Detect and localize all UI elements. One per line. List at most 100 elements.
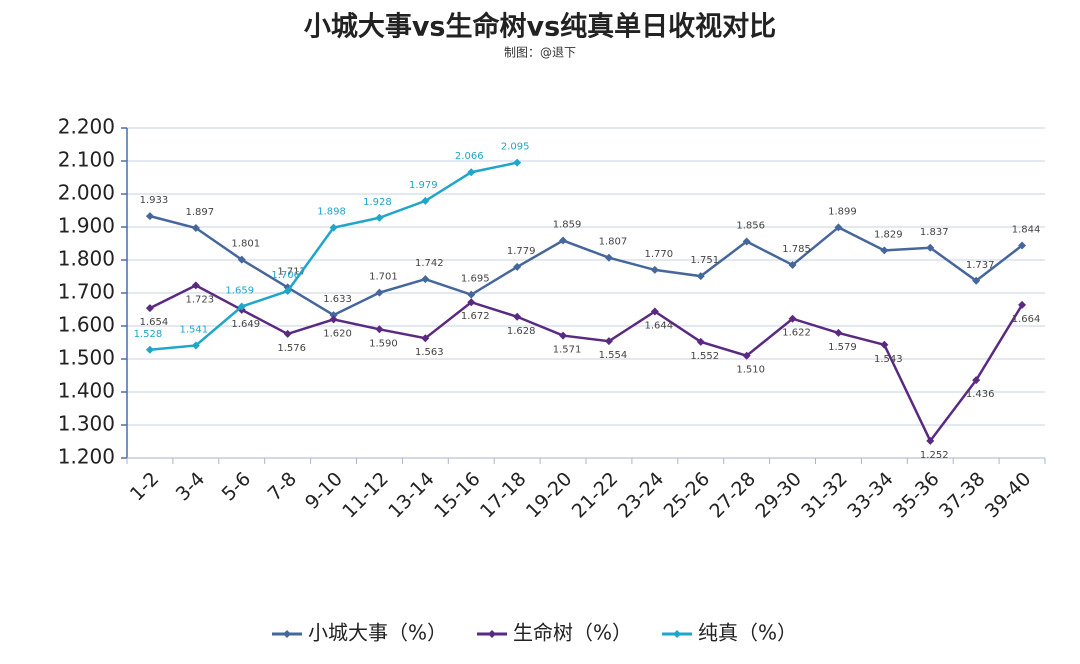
point-marker	[696, 272, 705, 281]
y-tick-label: 2.100	[58, 148, 115, 172]
point-marker	[650, 265, 659, 274]
point-marker	[604, 253, 613, 262]
data-label: 1.571	[553, 345, 582, 356]
point-marker	[559, 236, 568, 245]
data-label: 1.554	[599, 350, 628, 361]
y-tick-label: 1.500	[58, 346, 115, 370]
data-label: 1.552	[690, 351, 719, 362]
point-marker	[191, 223, 200, 232]
data-label: 1.770	[645, 249, 674, 260]
data-label: 1.633	[323, 294, 352, 305]
y-tick-label: 1.800	[58, 247, 115, 271]
data-label: 1.856	[736, 221, 765, 232]
legend-label: 小城大事（%）	[308, 621, 447, 645]
data-label: 1.898	[317, 207, 346, 218]
point-marker	[329, 311, 338, 320]
point-marker	[513, 312, 522, 321]
point-marker	[513, 262, 522, 271]
data-label: 1.252	[920, 450, 949, 461]
data-label: 1.933	[140, 195, 169, 206]
point-marker	[834, 328, 843, 337]
data-label: 1.664	[1012, 314, 1041, 325]
data-label: 1.785	[782, 244, 811, 255]
data-label: 1.628	[507, 326, 536, 337]
point-marker	[972, 376, 981, 385]
data-label: 1.543	[874, 354, 903, 365]
y-tick-label: 1.900	[58, 214, 115, 238]
data-label: 1.701	[369, 272, 398, 283]
data-label: 1.859	[553, 220, 582, 231]
data-label: 1.644	[645, 320, 674, 331]
data-label: 1.801	[231, 239, 260, 250]
y-tick-label: 2.200	[58, 115, 115, 139]
data-label: 1.654	[140, 317, 169, 328]
data-label: 1.899	[828, 206, 857, 217]
data-label: 1.837	[920, 227, 949, 238]
point-marker	[145, 212, 154, 221]
legend-label: 生命树（%）	[513, 621, 632, 645]
data-label: 1.436	[966, 389, 995, 400]
point-marker	[329, 223, 338, 232]
point-marker	[650, 307, 659, 316]
y-tick-label: 1.300	[58, 412, 115, 436]
data-label: 2.066	[455, 151, 484, 162]
point-marker	[788, 314, 797, 323]
point-marker	[742, 237, 751, 246]
data-label: 1.510	[736, 365, 765, 376]
data-label: 1.576	[277, 343, 306, 354]
point-marker	[972, 276, 981, 285]
point-marker	[467, 168, 476, 177]
series-line	[149, 284, 1024, 444]
point-marker	[559, 331, 568, 340]
data-label: 1.541	[180, 324, 209, 335]
data-label: 2.095	[501, 142, 530, 153]
data-label: 1.717	[277, 266, 306, 277]
data-label: 1.622	[782, 328, 811, 339]
point-marker	[880, 246, 889, 255]
point-marker	[513, 158, 522, 167]
legend-marker	[673, 630, 682, 638]
point-marker	[1018, 241, 1027, 250]
point-marker	[375, 213, 384, 222]
point-marker	[788, 260, 797, 269]
chart-title: 小城大事vs生命树vs纯真单日收视对比	[304, 11, 776, 43]
point-marker	[237, 302, 246, 311]
chart-subtitle: 制图：@退下	[504, 46, 576, 60]
data-label: 1.706	[271, 270, 300, 281]
data-label: 1.737	[966, 260, 995, 271]
data-label: 1.742	[415, 258, 444, 269]
y-tick-label: 1.200	[58, 445, 115, 469]
data-label: 1.751	[690, 255, 719, 266]
data-label: 1.659	[225, 286, 254, 297]
point-marker	[145, 304, 154, 313]
point-marker	[742, 351, 751, 360]
point-marker	[191, 281, 200, 290]
point-marker	[880, 340, 889, 349]
data-label: 1.844	[1012, 224, 1041, 235]
legend-label: 纯真（%）	[698, 621, 797, 645]
legend-marker	[488, 630, 497, 638]
point-marker	[926, 436, 935, 445]
point-marker	[467, 290, 476, 299]
point-marker	[467, 298, 476, 307]
point-marker	[696, 337, 705, 346]
point-marker	[375, 325, 384, 334]
y-tick-label: 1.600	[58, 313, 115, 337]
data-label: 1.807	[599, 237, 628, 248]
point-marker	[329, 315, 338, 324]
point-marker	[283, 287, 292, 296]
point-marker	[421, 334, 430, 343]
data-label: 1.779	[507, 246, 536, 257]
data-label: 1.979	[409, 180, 438, 191]
data-label: 1.649	[231, 319, 260, 330]
data-label: 1.620	[323, 328, 352, 339]
data-label: 1.829	[874, 229, 903, 240]
data-label: 1.563	[415, 347, 444, 358]
y-tick-label: 2.000	[58, 181, 115, 205]
data-label: 1.590	[369, 338, 398, 349]
data-label: 1.579	[828, 342, 857, 353]
point-marker	[145, 345, 154, 354]
point-marker	[421, 275, 430, 284]
